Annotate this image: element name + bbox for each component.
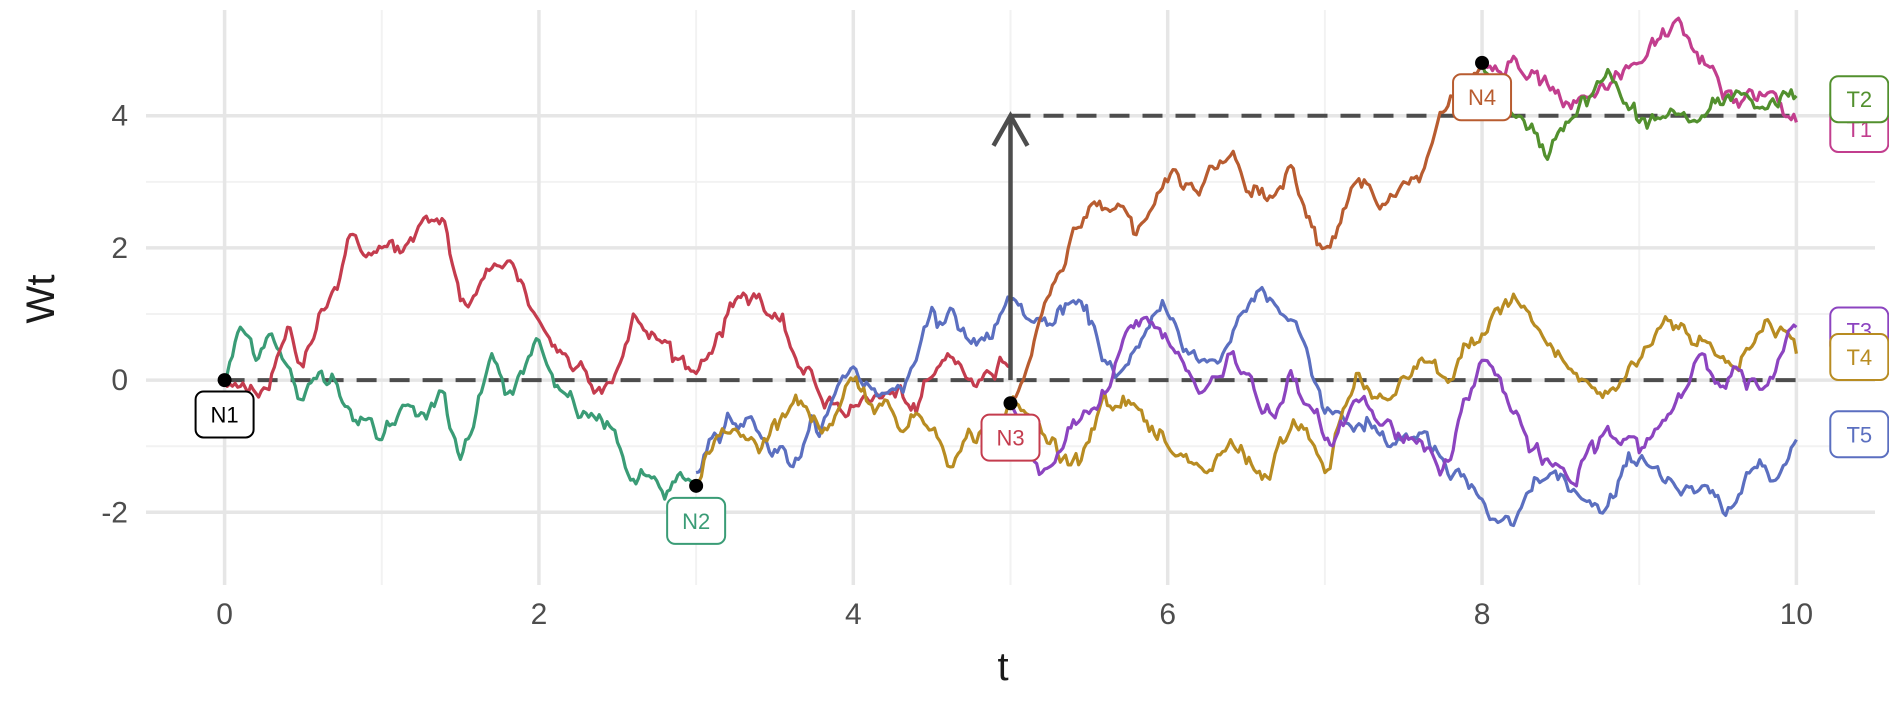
series-line: [694, 292, 1798, 487]
path-label-text: T5: [1846, 422, 1872, 447]
series-line: [1008, 62, 1484, 408]
path-label-text: T2: [1846, 87, 1872, 112]
path-label-text: N4: [1468, 85, 1496, 110]
x-tick-label: 4: [845, 598, 862, 631]
series-line: [695, 286, 1798, 528]
series-line: [1481, 16, 1798, 123]
node-point: [1003, 396, 1018, 411]
node-point: [1475, 55, 1490, 70]
tick-labels: 0 2 4 6 8 10 -2 0 2 4: [101, 100, 1813, 631]
y-tick-label: 2: [111, 232, 128, 265]
path-label-text: N2: [682, 509, 710, 534]
path-label-box: [1829, 332, 1889, 381]
x-tick-label: 6: [1159, 598, 1176, 631]
x-tick-label: 0: [216, 598, 233, 631]
node-point: [217, 373, 232, 388]
path-label-text: N3: [996, 426, 1024, 451]
path-label-box: [1829, 410, 1889, 459]
series-line: [1480, 62, 1798, 161]
series-line: [223, 214, 1011, 419]
path-label-box: [666, 496, 727, 545]
x-tick-label: 10: [1780, 598, 1813, 631]
node-points: [217, 55, 1490, 493]
series-lines: [223, 16, 1798, 528]
x-axis-title: t: [997, 645, 1008, 689]
x-tick-label: 8: [1474, 598, 1491, 631]
node-point: [689, 478, 704, 493]
series-line: [1009, 315, 1798, 488]
y-tick-label: 4: [111, 100, 128, 133]
series-line: [223, 325, 698, 501]
path-label-box: [980, 413, 1041, 462]
y-tick-label: -2: [101, 496, 128, 529]
path-label-text: N1: [211, 402, 239, 427]
arrow-head: [991, 111, 1030, 147]
x-tick-label: 2: [531, 598, 548, 631]
y-axis-title: Wt: [19, 275, 63, 324]
y-tick-label: 0: [111, 364, 128, 397]
path-label-box: [1452, 73, 1513, 122]
path-label-box: [194, 390, 255, 439]
path-label-text: T4: [1846, 345, 1872, 370]
arrow: [991, 111, 1030, 381]
path-label-box: [1829, 75, 1889, 124]
